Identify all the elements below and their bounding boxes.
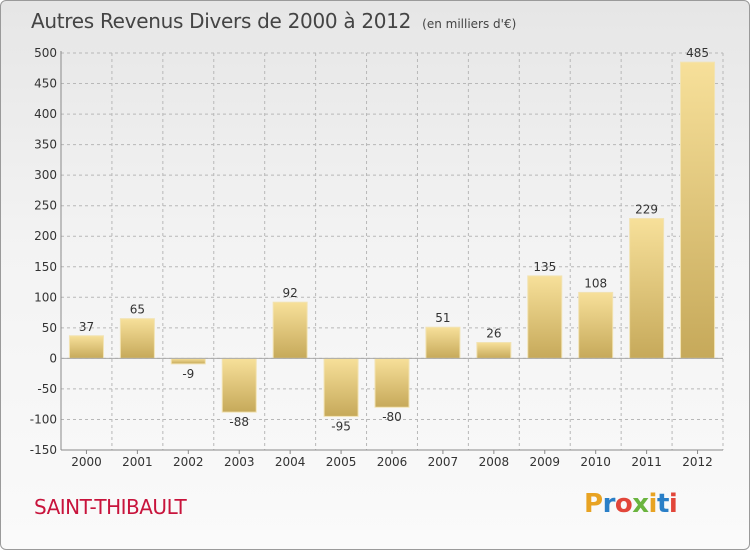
chart-subtitle: (en milliers d'€)	[422, 17, 517, 31]
x-tick-label: 2002	[173, 455, 204, 469]
x-tick-label: 2004	[275, 455, 306, 469]
data-label: 37	[79, 320, 94, 334]
bar	[425, 326, 461, 359]
y-tick-label: 150	[34, 260, 57, 274]
data-label: 65	[130, 303, 145, 317]
x-tick-label: 2005	[326, 455, 357, 469]
y-tick-label: 350	[34, 138, 57, 152]
data-label: 51	[435, 311, 450, 325]
x-tick-label: 2001	[122, 455, 153, 469]
logo-letter: i	[648, 489, 658, 519]
bar	[629, 218, 665, 359]
x-tick-label: 2007	[428, 455, 459, 469]
chart-title-text: Autres Revenus Divers de 2000 à 2012	[31, 9, 412, 33]
bar	[119, 318, 155, 359]
x-gridlines	[60, 53, 724, 450]
y-tick-label: 250	[34, 199, 57, 213]
data-label: 135	[533, 260, 556, 274]
data-label: -80	[382, 410, 402, 424]
y-tick-label: -50	[37, 382, 57, 396]
logo-letter: r	[602, 489, 616, 519]
logo-letter: P	[584, 489, 603, 519]
chart-title: Autres Revenus Divers de 2000 à 2012 (en…	[31, 9, 516, 33]
data-label: 26	[486, 327, 501, 341]
bar	[374, 357, 410, 408]
y-tick-label: 300	[34, 168, 57, 182]
bar	[68, 335, 104, 359]
bar	[680, 61, 716, 359]
commune-name: SAINT-THIBAULT	[34, 495, 187, 519]
y-tick-label: 100	[34, 290, 57, 304]
logo-letter: i	[668, 489, 678, 519]
x-tick-label: 2010	[580, 455, 611, 469]
y-tick-label: 0	[49, 351, 57, 365]
y-tick-label: 50	[42, 321, 57, 335]
logo-letter: o	[614, 489, 633, 519]
x-tick-label: 2003	[224, 455, 255, 469]
logo-letter: x	[632, 489, 649, 519]
x-tick-label: 2000	[71, 455, 102, 469]
bar	[170, 357, 206, 365]
bar	[578, 291, 614, 359]
y-tick-label: 400	[34, 107, 57, 121]
logo-letter: t	[656, 489, 669, 519]
y-tick-label: -100	[30, 412, 57, 426]
bar	[272, 301, 308, 359]
x-tick-label: 2009	[529, 455, 560, 469]
bar	[527, 275, 563, 359]
bars: 37 2000 65 2001 -9 2002 -88 2003 92 2004 -95 2005 -8…	[68, 46, 716, 469]
proxiti-logo: Proxiti	[584, 489, 678, 519]
data-label: 108	[584, 276, 607, 290]
y-tick-label: 200	[34, 229, 57, 243]
data-label: 485	[686, 46, 709, 60]
x-tick-label: 2012	[682, 455, 713, 469]
bar	[476, 342, 512, 359]
bar	[323, 357, 359, 417]
y-tick-label: 500	[34, 46, 57, 60]
data-label: 92	[283, 286, 298, 300]
data-label: -95	[331, 419, 351, 433]
data-label: 229	[635, 203, 658, 217]
bar	[221, 357, 257, 413]
data-label: -9	[182, 367, 194, 381]
x-tick-label: 2011	[631, 455, 662, 469]
y-tick-label: -150	[30, 443, 57, 457]
x-tick-label: 2008	[479, 455, 510, 469]
data-label: -88	[229, 415, 249, 429]
y-tick-label: 450	[34, 77, 57, 91]
x-tick-label: 2006	[377, 455, 408, 469]
